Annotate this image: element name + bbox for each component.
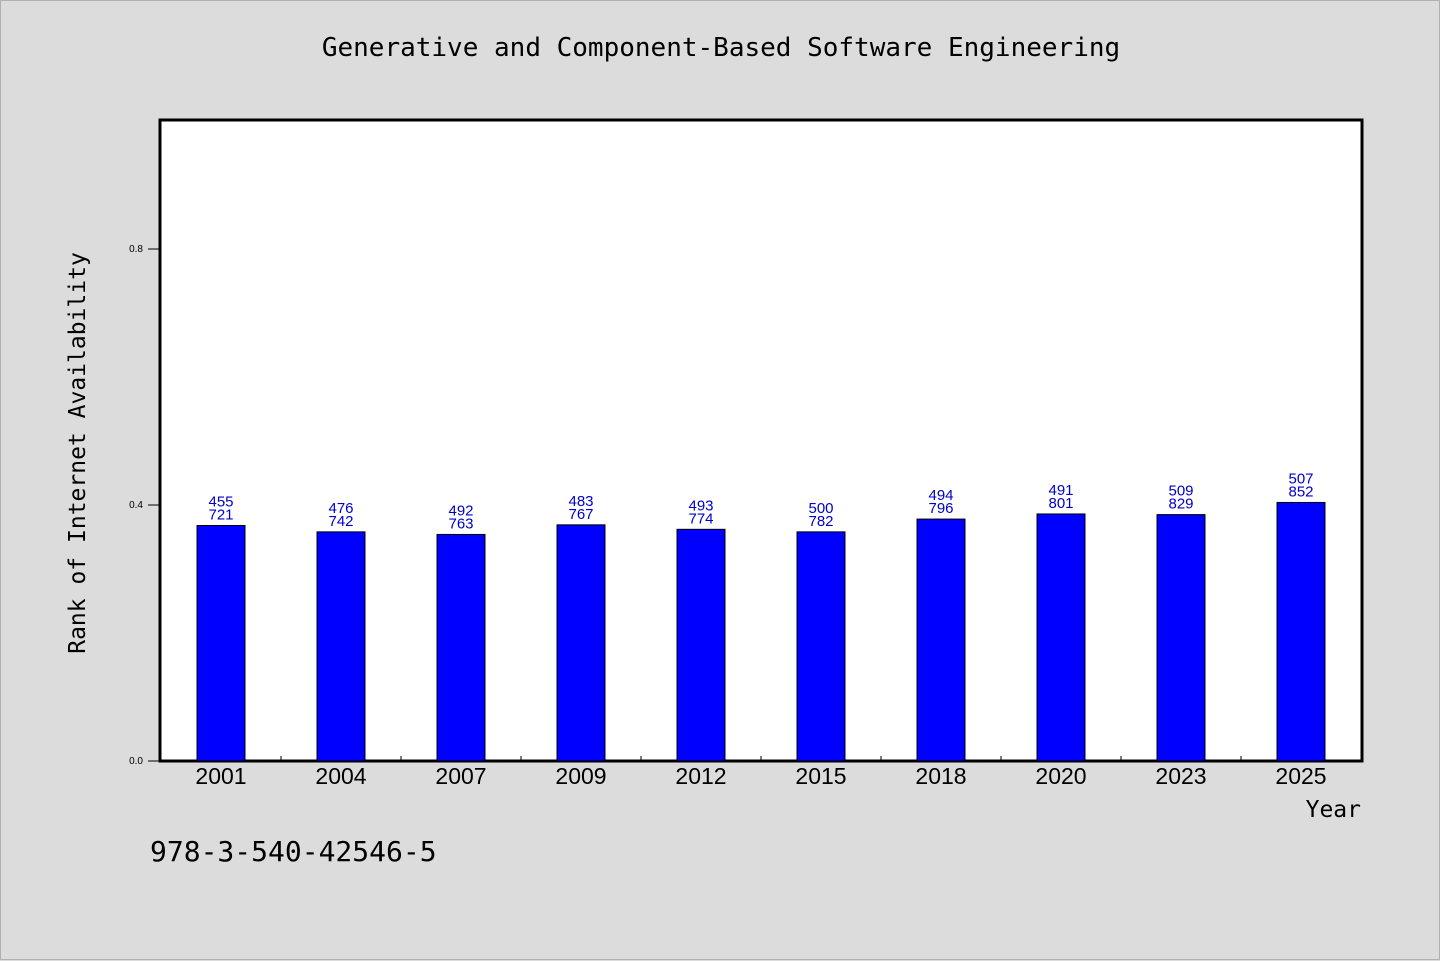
x-tick-label: 2007 [435, 763, 486, 789]
x-axis: 2001 2004 2007 2009 2012 2015 2018 2020 2023 2025 [195, 756, 1327, 789]
bar-label-top: 500 [808, 500, 833, 517]
x-tick-label: 2004 [315, 763, 366, 789]
bar [1036, 513, 1086, 762]
x-axis-label: Year [1306, 797, 1361, 823]
bar-label-top: 507 [1288, 470, 1313, 487]
y-tick-label: 0.8 [129, 244, 143, 255]
x-tick-label: 2023 [1155, 763, 1206, 789]
bar-label-bottom: 796 [928, 500, 953, 517]
x-tick-label: 2012 [675, 763, 726, 789]
y-tick-label: 0.4 [129, 500, 143, 511]
bar-label-bottom: 767 [568, 506, 593, 523]
bar-label-bottom: 801 [1048, 495, 1073, 512]
y-axis: 0.0 0.4 0.8 [129, 244, 161, 767]
x-tick-label: 2020 [1035, 763, 1086, 789]
x-tick-label: 2025 [1275, 763, 1326, 789]
bar-label-top: 492 [448, 502, 473, 519]
isbn-footnote: 978-3-540-42546-5 [150, 835, 437, 868]
bar-label-bottom: 774 [688, 510, 713, 527]
bar [436, 533, 486, 762]
bar-label-bottom: 721 [208, 506, 233, 523]
chart-title: Generative and Component-Based Software … [321, 33, 1121, 63]
bar-label-bottom: 742 [328, 513, 353, 530]
bar-label-top: 476 [328, 500, 353, 517]
bar-label-top: 455 [208, 493, 233, 510]
bar [1156, 514, 1206, 762]
y-tick-label: 0.0 [129, 756, 143, 767]
x-tick-label: 2018 [915, 763, 966, 789]
bar-label-top: 494 [928, 487, 953, 504]
bar-series [196, 501, 1326, 762]
y-axis-label: Rank of Internet Availability [65, 252, 91, 654]
bar [196, 524, 246, 762]
bar-label-top: 491 [1048, 482, 1073, 499]
x-tick-label: 2001 [195, 763, 246, 789]
bar [796, 531, 846, 762]
bar [916, 518, 966, 762]
bar-label-bottom: 763 [448, 515, 473, 532]
bar-label-bottom: 852 [1288, 483, 1313, 500]
bar [556, 524, 606, 762]
x-tick-label: 2009 [555, 763, 606, 789]
bar-label-top: 483 [568, 493, 593, 510]
x-tick-label: 2015 [795, 763, 846, 789]
bar [1276, 501, 1326, 762]
bar-label-bottom: 829 [1168, 496, 1193, 513]
bar-label-top: 509 [1168, 483, 1193, 500]
bar-label-bottom: 782 [808, 513, 833, 530]
bar [676, 528, 726, 762]
bar [316, 531, 366, 762]
bar-label-top: 493 [688, 497, 713, 514]
